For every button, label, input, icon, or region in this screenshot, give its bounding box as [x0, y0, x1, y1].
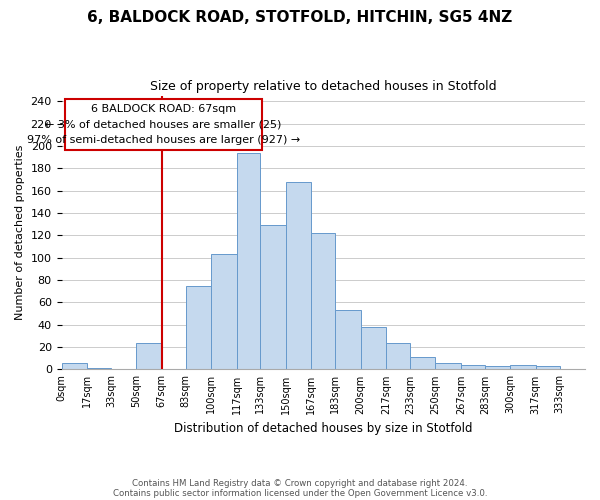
Bar	[136, 342, 162, 369]
Bar	[62, 362, 87, 370]
Bar	[386, 342, 410, 369]
Bar	[361, 327, 386, 370]
Bar	[436, 362, 461, 370]
Bar	[236, 152, 260, 370]
Bar	[335, 310, 361, 370]
Bar	[485, 366, 510, 370]
Bar	[211, 254, 236, 370]
Text: 6, BALDOCK ROAD, STOTFOLD, HITCHIN, SG5 4NZ: 6, BALDOCK ROAD, STOTFOLD, HITCHIN, SG5 …	[88, 10, 512, 25]
X-axis label: Distribution of detached houses by size in Stotfold: Distribution of detached houses by size …	[174, 422, 473, 435]
Bar	[536, 366, 560, 370]
Text: Contains public sector information licensed under the Open Government Licence v3: Contains public sector information licen…	[113, 488, 487, 498]
Bar	[87, 368, 111, 370]
Y-axis label: Number of detached properties: Number of detached properties	[15, 145, 25, 320]
Bar	[510, 365, 536, 370]
Bar	[461, 365, 485, 370]
Bar	[185, 286, 211, 370]
Text: Contains HM Land Registry data © Crown copyright and database right 2024.: Contains HM Land Registry data © Crown c…	[132, 478, 468, 488]
Bar	[286, 182, 311, 370]
Bar	[260, 225, 286, 370]
Bar	[410, 357, 436, 370]
Title: Size of property relative to detached houses in Stotfold: Size of property relative to detached ho…	[150, 80, 497, 93]
Bar	[311, 233, 335, 370]
Text: 6 BALDOCK ROAD: 67sqm
← 3% of detached houses are smaller (25)
97% of semi-detac: 6 BALDOCK ROAD: 67sqm ← 3% of detached h…	[26, 104, 300, 145]
